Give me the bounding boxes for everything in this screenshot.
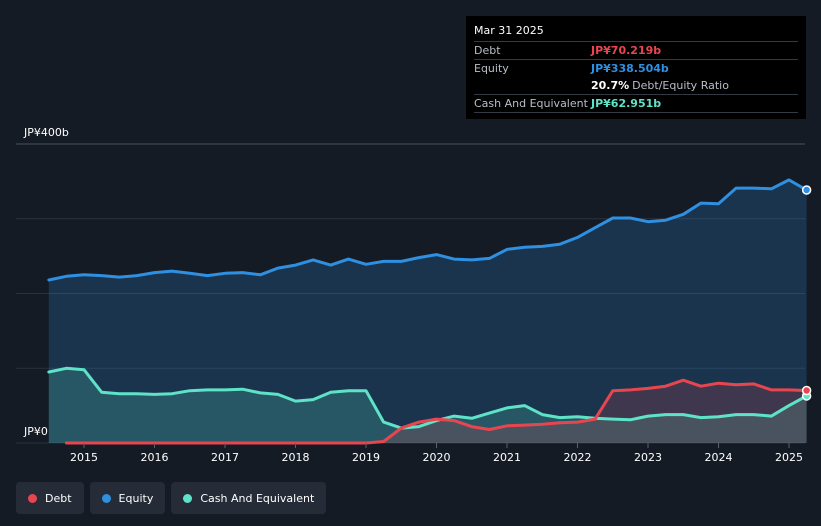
cash-and-equivalent-area	[48, 368, 807, 443]
tooltip-debt-label: Debt	[474, 44, 501, 57]
x-tick-label: 2023	[634, 451, 662, 464]
tooltip-date: Mar 31 2025	[474, 24, 544, 37]
tooltip-debt-value: JP¥70.219b	[591, 44, 662, 57]
tooltip-ratio-label: Debt/Equity Ratio	[632, 79, 729, 92]
equity-line	[47, 178, 809, 282]
legend-item-equity[interactable]: Equity	[89, 482, 166, 514]
tooltip-row-cash: Cash And Equivalent JP¥62.951b	[474, 94, 798, 113]
x-tick-label: 2022	[564, 451, 592, 464]
tooltip-row-equity: Equity JP¥338.504b	[474, 59, 798, 77]
legend-item-cash[interactable]: Cash And Equivalent	[171, 482, 327, 514]
legend: Debt Equity Cash And Equivalent	[16, 482, 327, 514]
tooltip-equity-label: Equity	[474, 62, 509, 75]
legend-item-debt[interactable]: Debt	[16, 482, 84, 514]
legend-cash-label: Cash And Equivalent	[200, 491, 315, 505]
y-axis-top-label: JP¥400b	[24, 126, 69, 139]
tooltip-cash-value: JP¥62.951b	[591, 97, 662, 110]
legend-equity-label: Equity	[118, 491, 154, 505]
x-tick-label: 2024	[705, 451, 733, 464]
debt-area	[66, 380, 807, 443]
x-tick-label: 2015	[70, 451, 98, 464]
x-tick-label: 2020	[423, 451, 451, 464]
x-tick-label: 2019	[352, 451, 380, 464]
x-tick-label: 2021	[493, 451, 521, 464]
tooltip-ratio-value: 20.7%	[591, 79, 630, 92]
cash-dot-icon	[183, 493, 193, 503]
x-tick-label: 2017	[211, 451, 239, 464]
cash-and-equivalent-line	[47, 366, 809, 430]
y-axis-bottom-label: JP¥0	[24, 425, 48, 438]
x-tick-label: 2025	[775, 451, 803, 464]
x-tick-label: 2018	[282, 451, 310, 464]
series-lines	[47, 178, 809, 445]
series-areas	[48, 179, 807, 443]
tooltip-equity-value: JP¥338.504b	[591, 62, 669, 75]
debt-line	[64, 378, 809, 445]
tooltip-panel: Mar 31 2025 Debt JP¥70.219b Equity JP¥33…	[466, 16, 806, 119]
debt-dot-icon	[28, 493, 37, 503]
tooltip-row-ratio: 20.7% Debt/Equity Ratio	[474, 77, 798, 94]
tooltip-ratio-spacer	[474, 77, 591, 94]
legend-debt-label: Debt	[45, 491, 72, 505]
debt-end-marker	[801, 385, 812, 396]
x-axis-ticks: 2015 2016 2017 2018 2019 2020 2021 2022 2023 2024…	[70, 443, 803, 464]
tooltip-cash-label: Cash And Equivalent	[474, 97, 588, 110]
x-tick-label: 2016	[141, 451, 169, 464]
series-end-markers	[801, 185, 812, 401]
tooltip-row-debt: Debt JP¥70.219b	[474, 41, 798, 59]
equity-area	[48, 179, 807, 443]
equity-dot-icon	[101, 493, 111, 503]
equity-end-marker	[801, 185, 812, 195]
